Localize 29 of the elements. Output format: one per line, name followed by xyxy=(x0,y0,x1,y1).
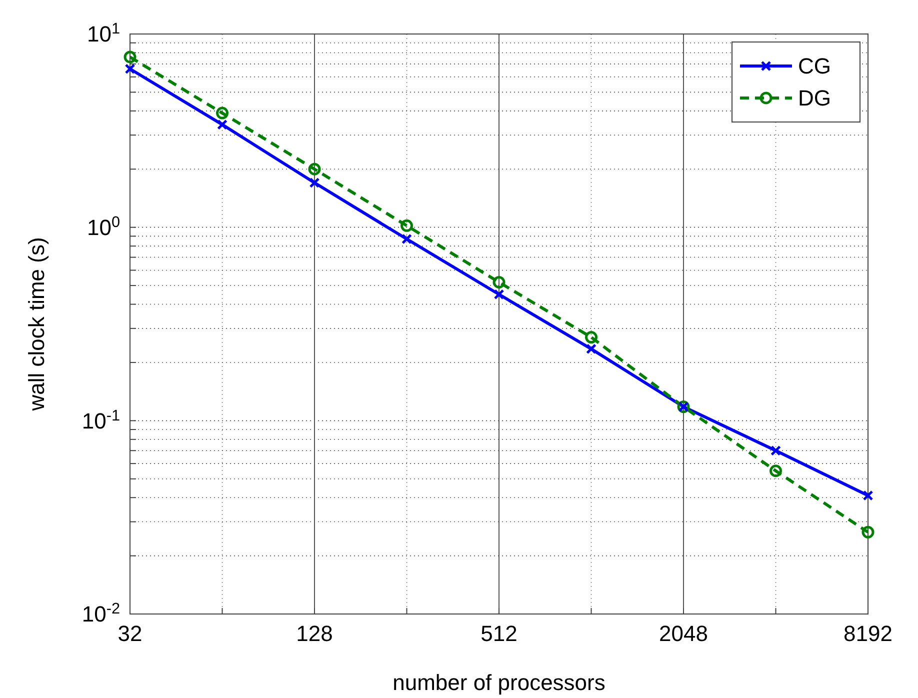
point xyxy=(586,344,596,354)
y-tick-label: 10$^{-1}$ xyxy=(82,406,120,434)
y-tick-label: 10$^{-2}$ xyxy=(82,600,120,627)
y-axis-title: wall clock time (s) xyxy=(24,237,49,412)
legend-label: DG xyxy=(798,86,831,111)
point xyxy=(585,331,598,344)
point xyxy=(492,276,506,288)
point xyxy=(309,178,320,188)
point xyxy=(862,490,874,501)
x-tick-label: 32 xyxy=(118,621,142,646)
point xyxy=(216,106,228,120)
point xyxy=(124,50,136,64)
point xyxy=(862,526,874,538)
x-tick-label: 128 xyxy=(296,621,333,646)
point xyxy=(400,219,413,232)
x-tick-label: 8192 xyxy=(844,621,892,646)
x-tick-label: 2048 xyxy=(659,621,708,646)
x-axis-title: number of processors xyxy=(392,670,606,695)
point xyxy=(402,234,412,244)
point xyxy=(124,64,136,74)
y-tick-label: 10$^{1}$ xyxy=(86,20,120,47)
legend-label: CG xyxy=(798,54,831,79)
point xyxy=(770,464,782,478)
point xyxy=(494,289,504,300)
y-tick-label: 10$^{0}$ xyxy=(86,214,120,240)
point xyxy=(770,445,781,456)
x-tick-label: 512 xyxy=(480,621,518,646)
point xyxy=(217,119,228,130)
point xyxy=(308,162,321,176)
